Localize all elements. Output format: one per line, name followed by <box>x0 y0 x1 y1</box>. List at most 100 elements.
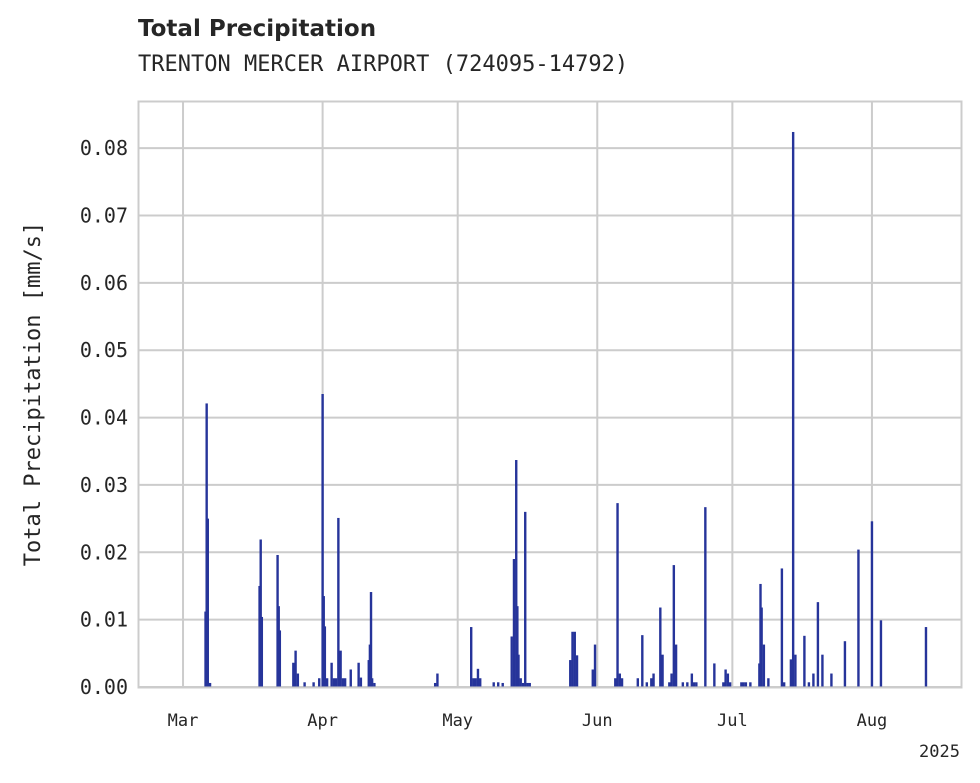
precip-bar <box>206 518 209 687</box>
precip-bar <box>692 682 696 687</box>
precip-bar <box>479 678 482 687</box>
y-tick-label: 0.02 <box>80 540 128 564</box>
precip-bar <box>924 627 928 687</box>
precip-bar <box>571 631 574 687</box>
precip-bar <box>742 682 745 687</box>
precip-bar <box>879 620 883 687</box>
y-tick-label: 0.06 <box>80 271 128 295</box>
precip-bar <box>661 654 664 687</box>
y-tick-labels: 0.00 0.01 0.02 0.03 0.04 0.05 0.06 0.07 0.08 <box>80 136 128 699</box>
precip-bar <box>686 682 689 687</box>
precip-bar <box>767 678 770 687</box>
precip-bar <box>870 521 874 687</box>
precip-bar <box>321 394 324 687</box>
precip-bar <box>641 635 644 687</box>
precip-bar <box>593 644 597 687</box>
precip-bar <box>341 678 345 687</box>
precip-bar <box>728 682 732 687</box>
precip-bar <box>789 659 793 687</box>
y-tick-label: 0.08 <box>80 136 128 160</box>
precip-bar <box>650 678 653 687</box>
precip-bar <box>312 682 315 687</box>
chart-subtitle: TRENTON MERCER AIRPORT (724095-14792) <box>138 52 629 77</box>
precip-bar <box>704 507 707 687</box>
precip-bar <box>497 682 500 687</box>
precip-bar <box>524 511 527 687</box>
precip-bar <box>674 644 678 687</box>
precip-bar <box>470 627 473 687</box>
precip-bar <box>208 682 212 687</box>
precip-bar <box>343 678 347 687</box>
precip-bar <box>659 607 662 687</box>
y-tick-label: 0.04 <box>80 406 128 430</box>
precip-bar <box>740 682 743 687</box>
precip-bar <box>369 592 373 687</box>
precip-bar <box>332 678 336 687</box>
precip-bar <box>830 673 833 687</box>
precip-bar <box>724 669 727 687</box>
precip-bar <box>334 678 338 687</box>
precip-bar <box>690 673 694 687</box>
precip-bar <box>436 673 439 687</box>
precip-bar <box>303 682 306 687</box>
chart-title: Total Precipitation <box>138 16 377 42</box>
precip-bar <box>812 673 815 687</box>
precip-bar <box>325 678 329 687</box>
y-axis-label: Total Precipitation [mm/s] <box>21 222 46 566</box>
precip-bar <box>620 678 624 687</box>
precip-bar <box>652 673 655 687</box>
x-tick-label: Aug <box>857 711 888 731</box>
precip-bar <box>512 559 516 687</box>
precip-bar <box>591 669 594 687</box>
precip-bar <box>521 682 525 687</box>
precip-bar <box>618 673 621 687</box>
precip-bar <box>474 678 477 687</box>
precip-bar <box>528 682 531 687</box>
x-tick-label: May <box>442 711 473 731</box>
precip-bar <box>519 678 522 687</box>
x-tick-label: Jun <box>582 711 613 731</box>
x-tick-label: Jul <box>717 711 748 731</box>
precip-bar <box>636 678 639 687</box>
precip-bar <box>476 668 480 687</box>
precip-bar <box>807 682 811 687</box>
precip-bar <box>803 635 806 687</box>
precip-bar <box>294 650 297 687</box>
precip-bar <box>501 682 504 687</box>
precip-bar <box>318 678 321 687</box>
y-tick-label: 0.07 <box>80 204 128 228</box>
precip-bar <box>259 539 262 687</box>
precip-bar <box>349 669 352 687</box>
precip-bar <box>575 655 579 687</box>
y-tick-label: 0.05 <box>80 338 128 362</box>
precip-bar <box>816 602 820 687</box>
precip-bar <box>573 631 576 687</box>
precip-bar <box>760 607 763 687</box>
x-tick-label: Mar <box>168 711 199 731</box>
precip-bar <box>516 606 519 687</box>
precip-bar <box>260 616 264 687</box>
precip-bar <box>670 673 673 687</box>
precip-bar <box>337 517 340 687</box>
precip-bar <box>339 650 342 687</box>
precip-bar <box>614 678 617 687</box>
precip-bar <box>569 660 572 687</box>
precip-bar <box>744 682 748 687</box>
precip-bar <box>472 678 475 687</box>
precip-bar <box>713 663 716 687</box>
precip-bar <box>517 654 520 687</box>
precip-bar <box>616 503 619 687</box>
precip-bar <box>681 682 685 687</box>
plot-frame <box>137 100 963 689</box>
precip-bar <box>373 682 376 687</box>
precip-bar <box>515 460 518 687</box>
precip-bar <box>843 641 847 687</box>
precip-bar <box>722 682 725 687</box>
precip-bar <box>359 677 363 687</box>
precip-bar <box>645 682 649 687</box>
precip-bar <box>510 636 513 687</box>
precip-bar <box>370 678 374 687</box>
precip-bar <box>323 626 327 687</box>
precip-bar <box>433 682 437 687</box>
